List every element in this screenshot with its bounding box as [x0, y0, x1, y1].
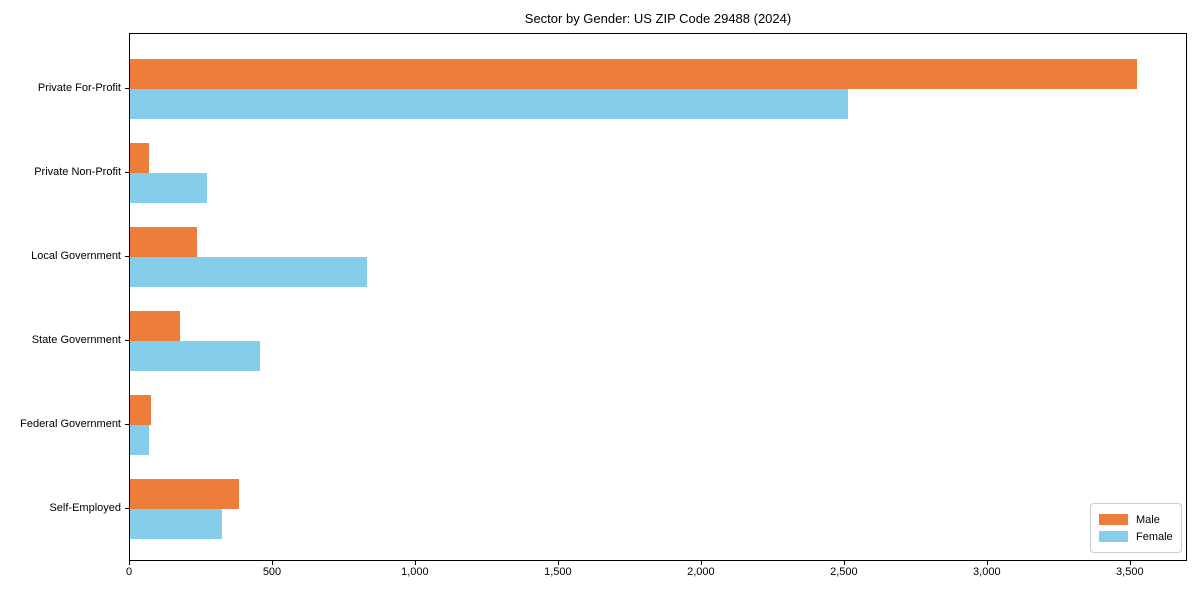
x-tick-label-2-500: 2,500	[830, 566, 858, 578]
bar-male-self-employed	[130, 479, 239, 509]
category-label-self-employed: Self-Employed	[49, 502, 121, 514]
x-axis-tick	[1129, 561, 1131, 565]
x-axis-tick	[700, 561, 702, 565]
category-label-local-government: Local Government	[31, 250, 121, 262]
x-tick-label-3-500: 3,500	[1116, 566, 1144, 578]
legend: Male Female	[1090, 503, 1182, 553]
y-axis-tick	[125, 256, 129, 257]
legend-swatch-female	[1099, 531, 1128, 542]
x-tick-label-500: 500	[262, 566, 282, 578]
bar-female-local-government	[130, 257, 368, 287]
category-label-private-non-profit: Private Non-Profit	[34, 166, 121, 178]
x-axis-tick	[414, 561, 416, 565]
category-label-federal-government: Federal Government	[20, 418, 121, 430]
x-axis-tick	[843, 561, 845, 565]
bar-male-local-government	[130, 227, 198, 257]
plot-area: Male Female	[129, 33, 1187, 561]
x-axis-tick	[272, 561, 273, 565]
bar-female-private-non-profit	[130, 173, 208, 203]
x-axis-tick	[129, 561, 130, 565]
bar-male-state-government	[130, 311, 180, 341]
x-tick-label-1-500: 1,500	[544, 566, 572, 578]
bar-female-self-employed	[130, 509, 222, 539]
x-axis-tick	[557, 561, 559, 565]
bar-female-federal-government	[130, 425, 150, 455]
category-label-private-for-profit: Private For-Profit	[37, 82, 121, 94]
x-tick-label-2-000: 2,000	[687, 566, 715, 578]
bar-female-state-government	[130, 341, 261, 371]
x-tick-label-0: 0	[125, 566, 133, 578]
y-axis-tick	[125, 508, 129, 509]
y-axis-tick	[125, 424, 129, 425]
x-axis-tick	[986, 561, 988, 565]
legend-label-male: Male	[1136, 513, 1160, 526]
legend-label-female: Female	[1136, 530, 1173, 543]
bar-male-private-non-profit	[130, 143, 149, 173]
y-axis-tick	[125, 340, 129, 341]
legend-item-male: Male	[1099, 511, 1173, 528]
legend-item-female: Female	[1099, 528, 1173, 545]
x-tick-label-1-000: 1,000	[401, 566, 429, 578]
bar-male-private-for-profit	[130, 59, 1137, 89]
x-tick-label-3-000: 3,000	[973, 566, 1001, 578]
y-axis-tick	[125, 172, 129, 173]
chart-title: Sector by Gender: US ZIP Code 29488 (202…	[524, 11, 792, 26]
bar-female-private-for-profit	[130, 89, 848, 119]
bar-male-federal-government	[130, 395, 152, 425]
legend-swatch-male	[1099, 514, 1128, 525]
category-label-state-government: State Government	[31, 334, 121, 346]
y-axis-tick	[125, 88, 129, 89]
